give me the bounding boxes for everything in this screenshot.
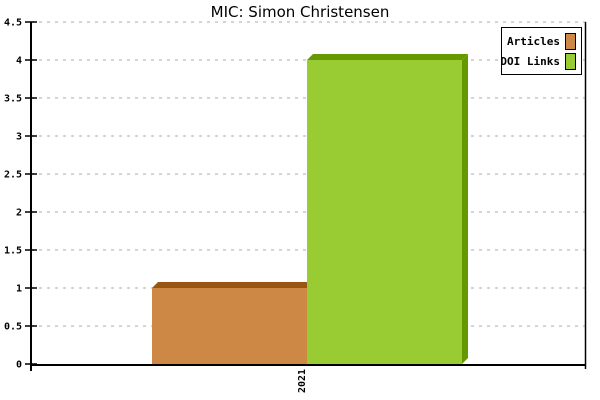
y-tick-label: 2	[16, 208, 22, 219]
bar-articles-top-face	[152, 282, 313, 288]
y-tick-label: 1.5	[4, 246, 22, 257]
legend-item-label: Articles	[507, 34, 560, 48]
legend-swatch-doi-links	[565, 52, 576, 70]
bar-doi-links-side-face	[462, 54, 468, 364]
bar-doi-links	[307, 60, 462, 364]
y-tick-label: 1	[16, 284, 22, 295]
y-tick-label: 4.5	[4, 18, 22, 29]
x-category-label: 2021	[297, 369, 308, 393]
legend-item-label: DOI Links	[500, 54, 560, 68]
legend: Articles DOI Links	[500, 27, 582, 75]
legend-swatch-articles	[565, 32, 576, 50]
legend-item-doi-links: DOI Links	[500, 52, 576, 70]
y-tick-label: 0.5	[4, 322, 22, 333]
y-tick-label: 3.5	[4, 94, 22, 105]
legend-item-articles: Articles	[502, 32, 576, 50]
y-tick-label: 4	[16, 56, 22, 67]
bar-articles	[152, 288, 307, 364]
y-tick-label: 0	[16, 360, 22, 371]
chart-title: MIC: Simon Christensen	[210, 3, 390, 21]
bar-doi-links-top-face	[307, 54, 468, 60]
y-tick-label: 2.5	[4, 170, 22, 181]
y-tick-label: 3	[16, 132, 22, 143]
